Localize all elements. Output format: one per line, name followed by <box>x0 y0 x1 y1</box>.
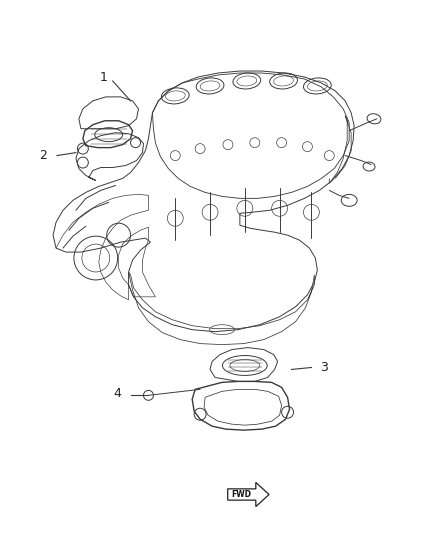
Text: 1: 1 <box>100 71 108 85</box>
Text: FWD: FWD <box>231 490 251 499</box>
Text: 4: 4 <box>114 387 122 400</box>
Text: 2: 2 <box>39 149 47 162</box>
Text: 3: 3 <box>320 361 328 374</box>
